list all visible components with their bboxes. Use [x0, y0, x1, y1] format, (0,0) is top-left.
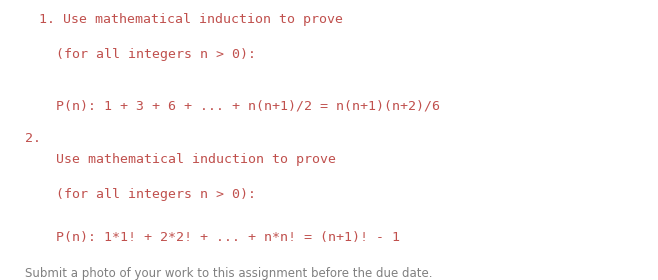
- Text: P(n): 1 + 3 + 6 + ... + n(n+1)/2 = n(n+1)(n+2)/6: P(n): 1 + 3 + 6 + ... + n(n+1)/2 = n(n+1…: [56, 99, 440, 112]
- Text: (for all integers n > 0):: (for all integers n > 0):: [56, 48, 256, 60]
- Text: (for all integers n > 0):: (for all integers n > 0):: [56, 188, 256, 200]
- Text: Use mathematical induction to prove: Use mathematical induction to prove: [56, 153, 336, 165]
- Text: P(n): 1*1! + 2*2! + ... + n*n! = (n+1)! - 1: P(n): 1*1! + 2*2! + ... + n*n! = (n+1)! …: [56, 231, 400, 244]
- Text: Submit a photo of your work to this assignment before the due date.: Submit a photo of your work to this assi…: [25, 267, 432, 279]
- Text: 2.: 2.: [25, 132, 41, 144]
- Text: 1. Use mathematical induction to prove: 1. Use mathematical induction to prove: [39, 13, 343, 25]
